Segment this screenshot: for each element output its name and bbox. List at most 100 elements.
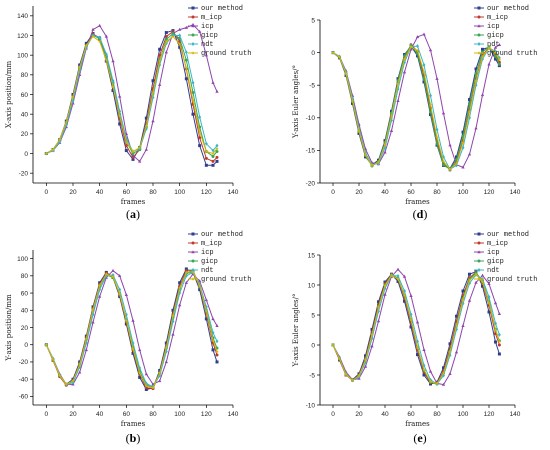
data-point [131,149,135,154]
data-point [402,293,407,297]
y-tick-label: 60 [21,290,29,297]
data-point [184,50,188,55]
legend-marker [191,42,195,46]
data-point [376,305,381,309]
data-point [331,50,335,55]
data-point [178,27,182,31]
data-point [191,80,195,85]
data-point [197,284,202,288]
data-point [461,140,465,145]
y-axis-label: Y-axis Euler angles/° [292,65,300,139]
y-tick-label: -40 [19,376,29,383]
data-point [494,55,497,59]
legend-marker [477,268,481,272]
data-point [184,58,188,62]
data-point [111,59,115,63]
data-point [497,332,501,337]
data-point [474,272,478,276]
y-axis-label: Y-axis position/mm [5,294,13,362]
x-tick-label: 100 [174,189,185,196]
x-tick-label: 20 [69,411,77,418]
x-tick-label: 120 [201,411,212,418]
series-icp [331,267,502,386]
data-point [467,278,472,282]
data-point [131,318,135,322]
data-point [428,102,433,107]
y-tick-label: 100 [17,52,28,59]
data-point [124,144,128,148]
data-point [124,318,129,323]
data-point [198,136,202,140]
data-point [211,159,215,163]
series-m_icp [44,269,219,391]
data-point [118,287,122,292]
data-point [198,29,202,33]
data-point [151,385,155,390]
series-line [332,272,500,385]
data-point [44,342,49,347]
data-point [448,143,452,147]
data-point [441,159,446,164]
data-point [468,272,471,276]
panel-label-letter: a [130,207,136,221]
data-point [124,149,128,153]
series-line [45,270,218,390]
data-point [118,274,122,278]
data-point [497,57,502,62]
data-point [429,93,432,98]
x-tick-label: 60 [407,411,415,418]
data-point [151,90,155,95]
data-point [171,32,175,36]
data-point [493,301,498,305]
series-line [45,271,218,388]
data-point [211,80,215,84]
data-point [44,151,49,156]
data-point [138,159,142,163]
series-line [332,45,500,171]
data-point [111,78,115,83]
data-point [376,160,381,164]
legend-marker [191,232,195,236]
data-point [131,153,135,157]
series-line [45,271,218,388]
y-tick-label: 5 [311,312,315,319]
data-point [211,154,215,158]
data-point [97,283,102,287]
y-tick-label: 0 [311,342,315,349]
data-point [151,119,155,123]
data-point [454,323,459,327]
data-point [184,25,188,29]
data-point [363,358,368,362]
data-point [383,150,387,154]
data-point [363,364,368,368]
data-point [331,343,335,347]
series-line [332,273,500,384]
legend-label: our method [487,5,529,13]
data-point [117,291,122,296]
y-tick-label: 10 [308,282,316,289]
y-axis-label: X-axis position/mm [5,61,13,129]
panel-label-close: ) [423,431,427,445]
data-point [357,373,361,378]
legend-marker [477,33,481,37]
series-line [332,268,500,386]
y-tick-label: 20 [21,131,29,138]
data-point [435,142,439,146]
x-tick-label: 120 [484,189,495,196]
data-point [461,297,465,301]
data-point [184,66,189,70]
data-point [78,370,82,374]
series-line [45,268,218,391]
data-point [448,372,452,375]
data-point [435,135,439,139]
data-point [51,357,55,361]
legend-label: gicp [201,32,218,40]
data-point [461,324,465,327]
data-point [91,307,95,311]
data-point [215,143,219,148]
panel-label-letter: d [417,207,424,221]
data-point [396,277,400,281]
legend-marker [191,250,195,254]
data-point [215,323,219,327]
data-point [370,163,374,167]
